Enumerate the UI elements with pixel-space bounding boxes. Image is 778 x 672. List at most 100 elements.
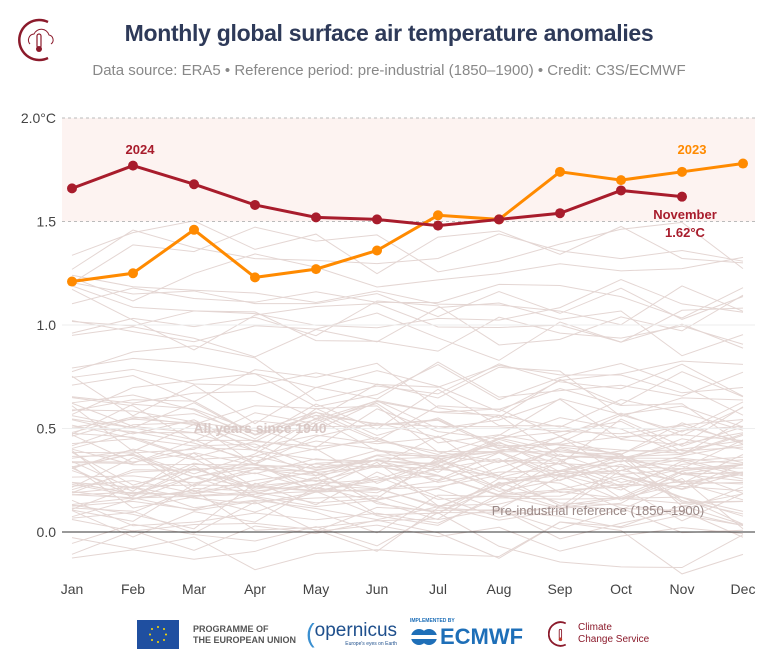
y-tick-label: 0.5 bbox=[37, 421, 57, 437]
label-2024: 2024 bbox=[126, 142, 156, 157]
x-tick-label: Mar bbox=[182, 581, 206, 597]
x-tick-label: Jan bbox=[61, 581, 84, 597]
background-year-line bbox=[71, 424, 744, 475]
background-year-line bbox=[71, 465, 744, 522]
data-point-2024 bbox=[67, 183, 77, 194]
background-years-lines bbox=[71, 220, 744, 575]
background-year-line bbox=[71, 459, 744, 496]
x-tick-label: Dec bbox=[731, 581, 756, 597]
footer-logos: PROGRAMME OF THE EUROPEAN UNION ( operni… bbox=[0, 618, 778, 658]
data-point-2024 bbox=[372, 214, 382, 225]
ecmwf-text: ECMWF bbox=[440, 624, 524, 649]
background-year-line bbox=[71, 417, 744, 475]
background-year-line bbox=[71, 505, 744, 559]
background-year-line bbox=[71, 474, 744, 530]
y-tick-label: 0.0 bbox=[37, 524, 57, 540]
data-point-2023 bbox=[738, 158, 748, 169]
ecmwf-logo: IMPLEMENTED BY ECMWF bbox=[410, 618, 523, 650]
label-november: November bbox=[653, 207, 717, 222]
x-axis: Jan Feb Mar Apr May Jun Jul Aug Sep Oct Nov Dec bbox=[61, 581, 756, 597]
above-1.5-band bbox=[62, 118, 755, 222]
line-chart: 0.0 0.5 1.0 1.5 2.0°C Jan Feb Mar Apr May Jun Jul A… bbox=[21, 110, 756, 597]
background-year-line bbox=[71, 450, 744, 488]
background-year-line bbox=[71, 221, 744, 284]
background-year-line bbox=[71, 361, 744, 425]
data-point-2024 bbox=[433, 220, 443, 231]
background-year-line bbox=[71, 283, 744, 319]
data-point-2024 bbox=[616, 185, 626, 196]
label-all-years: All years since 1940 bbox=[193, 420, 326, 436]
data-point-2023 bbox=[433, 210, 443, 221]
data-point-2023 bbox=[128, 268, 138, 279]
background-year-line bbox=[71, 398, 744, 432]
data-point-2024 bbox=[677, 191, 687, 202]
label-2023: 2023 bbox=[678, 142, 707, 157]
background-year-line bbox=[71, 388, 744, 445]
background-year-line bbox=[71, 282, 744, 320]
x-tick-label: Oct bbox=[610, 581, 632, 597]
copernicus-c-icon: ( bbox=[306, 618, 315, 648]
background-year-line bbox=[71, 220, 744, 275]
series-line-2023 bbox=[71, 162, 744, 284]
data-point-2024 bbox=[311, 212, 321, 223]
c3s-logo: Climate Change Service bbox=[548, 620, 649, 648]
background-year-line bbox=[71, 397, 744, 442]
y-tick-label: 2.0°C bbox=[21, 110, 56, 126]
y-tick-label: 1.5 bbox=[37, 214, 57, 230]
y-axis: 0.0 0.5 1.0 1.5 2.0°C bbox=[21, 110, 56, 540]
background-year-line bbox=[71, 460, 744, 505]
chart-subtitle: Data source: ERA5 • Reference period: pr… bbox=[92, 62, 686, 79]
data-point-2024 bbox=[494, 214, 504, 225]
background-year-line bbox=[71, 288, 744, 351]
background-year-line bbox=[71, 438, 744, 492]
background-year-line bbox=[71, 496, 744, 527]
data-point-2024 bbox=[128, 160, 138, 171]
background-year-line bbox=[71, 521, 744, 575]
c3s-text-1: Climate bbox=[578, 622, 612, 633]
label-latest-value: 1.62°C bbox=[665, 225, 706, 240]
data-point-2023 bbox=[677, 166, 687, 177]
background-year-line bbox=[71, 420, 744, 473]
y-tick-label: 1.0 bbox=[37, 317, 57, 333]
background-year-line bbox=[71, 229, 744, 270]
c3s-icon bbox=[548, 621, 567, 647]
x-tick-label: Apr bbox=[244, 581, 266, 597]
background-year-line bbox=[71, 453, 744, 494]
background-year-line bbox=[71, 524, 744, 560]
x-tick-label: May bbox=[303, 581, 329, 597]
background-year-line bbox=[71, 446, 744, 507]
x-tick-label: Jun bbox=[366, 581, 389, 597]
ecmwf-icon bbox=[410, 629, 438, 645]
background-year-line bbox=[71, 364, 744, 394]
x-tick-label: Feb bbox=[121, 581, 145, 597]
background-year-line bbox=[71, 310, 744, 352]
x-tick-label: Sep bbox=[548, 581, 573, 597]
eu-text-2: THE EUROPEAN UNION bbox=[193, 634, 297, 645]
x-tick-label: Jul bbox=[429, 581, 447, 597]
background-year-line bbox=[71, 431, 744, 465]
background-year-line bbox=[71, 279, 744, 329]
climate-change-service-logo-icon bbox=[18, 18, 54, 62]
data-point-2023 bbox=[189, 224, 199, 235]
chart-title: Monthly global surface air temperature a… bbox=[124, 20, 654, 46]
ecmwf-tag: IMPLEMENTED BY bbox=[410, 618, 455, 624]
background-year-line bbox=[71, 345, 744, 402]
background-year-line bbox=[71, 253, 744, 302]
background-year-line bbox=[71, 388, 744, 443]
data-point-2023 bbox=[250, 272, 260, 283]
data-point-2024 bbox=[250, 199, 260, 210]
x-tick-label: Aug bbox=[487, 581, 512, 597]
series bbox=[67, 158, 748, 287]
background-year-line bbox=[71, 486, 744, 526]
background-year-line bbox=[71, 312, 744, 361]
background-year-line bbox=[71, 357, 744, 416]
background-year-line bbox=[71, 450, 744, 500]
data-point-2023 bbox=[616, 175, 626, 186]
eu-logo: PROGRAMME OF THE EUROPEAN UNION bbox=[137, 620, 296, 649]
copernicus-text: opernicus bbox=[314, 619, 398, 641]
background-year-line bbox=[71, 422, 744, 458]
background-year-line bbox=[71, 274, 744, 326]
eu-flag-icon bbox=[137, 620, 179, 649]
label-pre-industrial: Pre-industrial reference (1850–1900) bbox=[492, 503, 704, 518]
